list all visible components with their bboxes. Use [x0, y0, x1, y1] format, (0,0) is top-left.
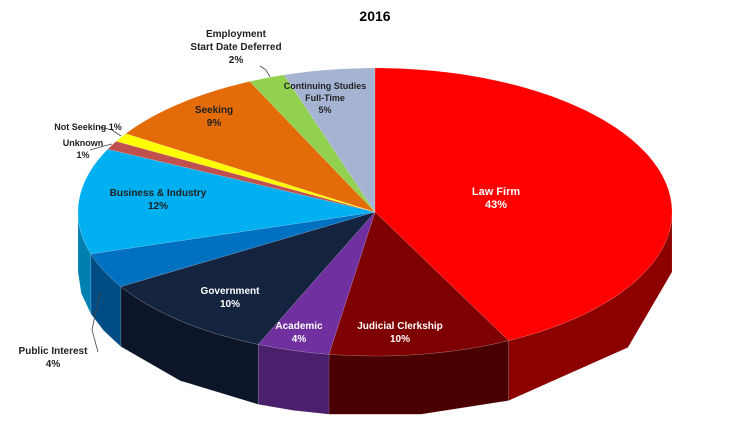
label-government: Government 10% [200, 286, 260, 310]
slice-judicial-clerkship [328, 211, 510, 357]
slice-government [120, 211, 376, 345]
label-unknown: Unknown 1% [62, 138, 104, 160]
label-business-industry: Business & Industry 12% [109, 188, 207, 212]
label-employment-deferred: Employment Start Date Deferred 2% [190, 29, 282, 66]
label-continuing-studies: Continuing Studies Full-Time 5% [283, 81, 367, 115]
chart-title: 2016 [359, 8, 391, 24]
slice-business-industry [77, 148, 376, 255]
slice-seeking [125, 81, 376, 213]
slice-public-interest [90, 211, 376, 287]
label-not-seeking: Not Seeking 1% [54, 122, 122, 132]
label-public-interest: Public Interest 4% [18, 346, 88, 370]
leader-line [99, 126, 122, 137]
slice-employment-start-date-deferred [249, 74, 376, 213]
label-judicial-clerkship: Judicial Clerkship 10% [357, 321, 443, 345]
label-academic: Academic 4% [275, 321, 323, 345]
label-seeking: Seeking 9% [194, 105, 234, 129]
leader-line [259, 65, 271, 78]
leader-line [89, 143, 113, 151]
slice-law-firm [374, 67, 673, 341]
label-law-firm: Law Firm 43% [471, 186, 521, 211]
slice-academic [257, 211, 376, 355]
leader-line [91, 291, 101, 353]
slice-continuing-studies-full-time [283, 67, 376, 213]
slice-side-2 [257, 344, 330, 415]
